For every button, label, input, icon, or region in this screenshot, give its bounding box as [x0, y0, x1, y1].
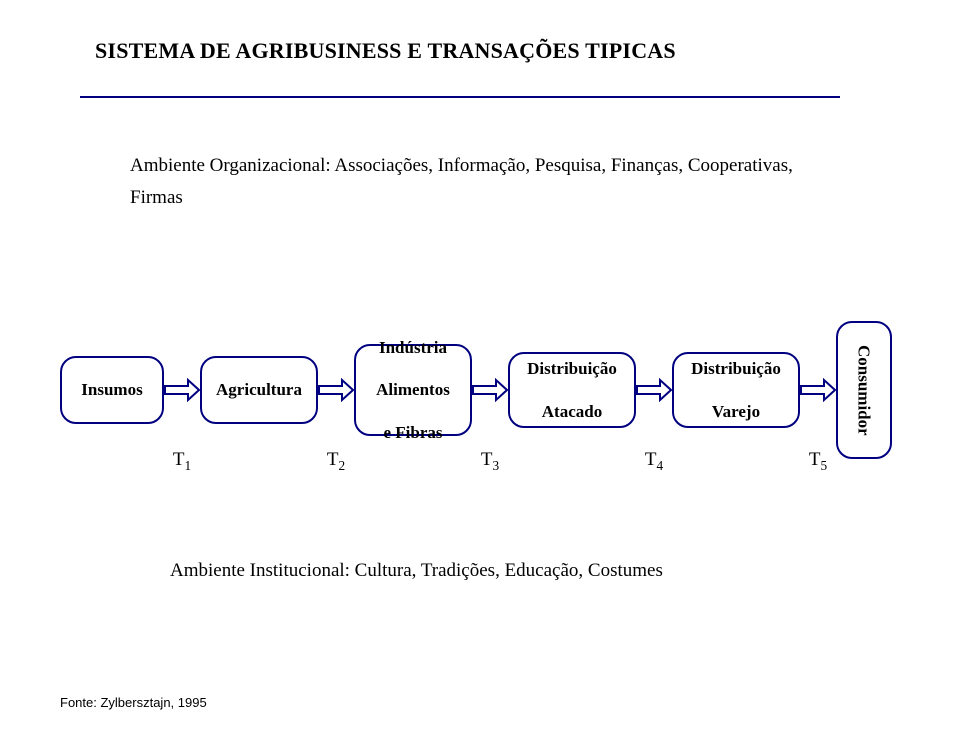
arrow-t2: T2	[318, 330, 354, 450]
node-consumidor: Consumidor	[836, 321, 892, 459]
transaction-label-t1: T1	[173, 449, 191, 474]
node-insumos: Insumos	[60, 356, 164, 424]
ambiente-organizacional-text: Ambiente Organizacional: Associações, In…	[130, 150, 850, 215]
arrow-t5: T5	[800, 330, 836, 450]
ambiente-institucional-text: Ambiente Institucional: Cultura, Tradiçõ…	[170, 560, 890, 582]
transaction-label-t3: T3	[481, 449, 499, 474]
source-citation: Fonte: Zylbersztajn, 1995	[60, 695, 207, 710]
node-label-consumidor: Consumidor	[853, 345, 874, 436]
node-industria: IndústriaAlimentose Fibras	[354, 344, 472, 436]
slide: SISTEMA DE AGRIBUSINESS E TRANSAÇÕES TIP…	[0, 0, 960, 740]
transaction-label-t4: T4	[645, 449, 663, 474]
transaction-label-t5: T5	[809, 449, 827, 474]
title-underline	[80, 96, 840, 98]
transaction-label-t2: T2	[327, 449, 345, 474]
node-dist-atacado: DistribuiçãoAtacado	[508, 352, 636, 428]
slide-title: SISTEMA DE AGRIBUSINESS E TRANSAÇÕES TIP…	[95, 38, 676, 64]
arrow-t1: T1	[164, 330, 200, 450]
node-dist-varejo: DistribuiçãoVarejo	[672, 352, 800, 428]
node-agricultura: Agricultura	[200, 356, 318, 424]
arrow-t4: T4	[636, 330, 672, 450]
supply-chain-diagram: InsumosT1AgriculturaT2IndústriaAlimentos…	[60, 310, 920, 470]
arrow-t3: T3	[472, 330, 508, 450]
